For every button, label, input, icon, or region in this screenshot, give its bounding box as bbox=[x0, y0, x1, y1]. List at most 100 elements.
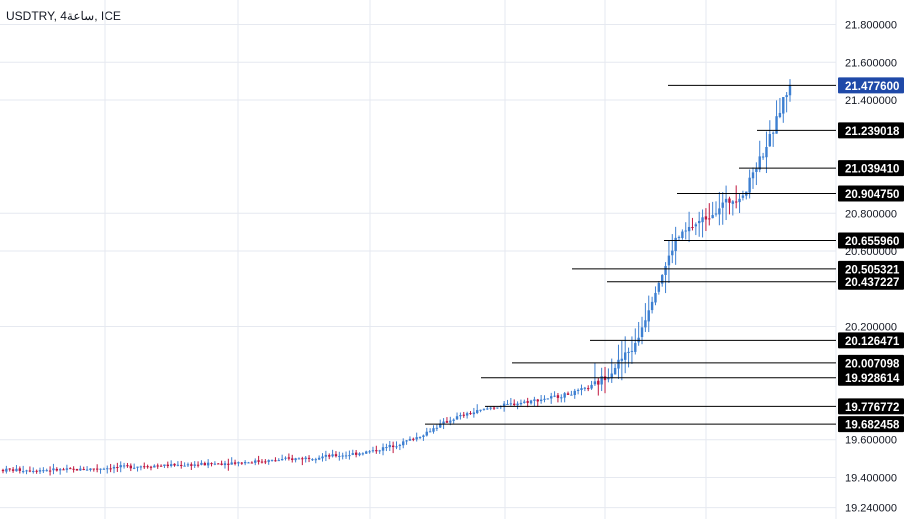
level-label-bg bbox=[838, 122, 904, 139]
candle-body bbox=[731, 201, 735, 204]
candle-body bbox=[149, 466, 153, 468]
candle-body bbox=[304, 457, 307, 460]
candle-body bbox=[388, 444, 391, 448]
candle-body bbox=[496, 407, 499, 409]
candle-body bbox=[563, 393, 566, 398]
candle-body bbox=[69, 468, 72, 470]
candle-body bbox=[183, 465, 186, 467]
candle-body bbox=[227, 463, 230, 465]
candle-body bbox=[775, 116, 778, 134]
candle-body bbox=[667, 255, 671, 266]
candle-body bbox=[677, 236, 681, 238]
candle-body bbox=[136, 466, 139, 468]
candle-body bbox=[196, 464, 200, 466]
candle-body bbox=[479, 409, 482, 411]
candle-body bbox=[526, 401, 529, 403]
candle-body bbox=[32, 470, 35, 472]
candle-body bbox=[25, 470, 28, 472]
level-label-bg bbox=[838, 332, 904, 349]
level-label-bg bbox=[838, 398, 904, 415]
candle-body bbox=[146, 466, 149, 468]
candle-body bbox=[348, 455, 351, 457]
candle-body bbox=[782, 97, 785, 114]
candle-body bbox=[402, 441, 405, 446]
candle-body bbox=[771, 132, 775, 134]
candle-body bbox=[38, 470, 42, 472]
candle-body bbox=[5, 468, 8, 472]
candle-body bbox=[476, 410, 479, 414]
candle-body bbox=[587, 388, 590, 390]
candle-body bbox=[247, 462, 250, 464]
candle-body bbox=[398, 444, 402, 446]
candle-body bbox=[257, 460, 260, 462]
candle-body bbox=[52, 468, 55, 471]
candle-body bbox=[8, 468, 11, 470]
candle-body bbox=[734, 201, 738, 203]
candle-body bbox=[681, 231, 684, 238]
candle-body bbox=[270, 459, 274, 461]
candle-body bbox=[455, 416, 459, 420]
candle-body bbox=[378, 450, 381, 452]
candle-body bbox=[381, 447, 385, 451]
candle-body bbox=[768, 134, 772, 147]
candle-body bbox=[432, 428, 435, 432]
candle-body bbox=[489, 407, 492, 409]
candle-body bbox=[11, 469, 15, 471]
y-tick-label: 21.400000 bbox=[845, 95, 897, 107]
candle-body bbox=[89, 468, 92, 470]
candle-body bbox=[721, 202, 724, 208]
y-tick-label: 19.600000 bbox=[845, 435, 897, 447]
candle-body bbox=[119, 465, 122, 468]
candle-body bbox=[95, 468, 99, 470]
candle-body bbox=[492, 407, 496, 409]
candle-body bbox=[79, 468, 82, 471]
candle-body bbox=[297, 458, 301, 460]
candle-body bbox=[237, 462, 240, 464]
candle-body bbox=[92, 468, 96, 470]
candle-body bbox=[206, 462, 210, 466]
candle-body bbox=[358, 453, 361, 456]
candle-body bbox=[664, 265, 667, 275]
candle-body bbox=[620, 358, 624, 361]
candle-body bbox=[102, 468, 106, 470]
candle-body bbox=[553, 395, 556, 397]
level-label: 20.126471 bbox=[845, 336, 900, 348]
level-label: 20.437227 bbox=[845, 277, 899, 289]
candle-body bbox=[331, 454, 334, 457]
candle-body bbox=[486, 408, 489, 410]
candle-body bbox=[701, 217, 704, 223]
candle-body bbox=[385, 447, 388, 449]
candle-body bbox=[741, 195, 745, 198]
candle-body bbox=[422, 435, 425, 437]
candle-body bbox=[657, 282, 661, 292]
level-label: 20.655960 bbox=[845, 236, 899, 248]
candle-body bbox=[533, 399, 536, 401]
candle-body bbox=[415, 437, 418, 440]
candle-body bbox=[230, 462, 233, 465]
y-tick-label: 20.600000 bbox=[845, 246, 897, 258]
candle-body bbox=[321, 456, 324, 459]
candle-body bbox=[758, 156, 761, 170]
candle-body bbox=[560, 397, 563, 399]
candle-body bbox=[442, 421, 445, 424]
candle-body bbox=[640, 327, 644, 338]
candle-body bbox=[570, 394, 573, 396]
candle-body bbox=[169, 464, 173, 466]
level-label-bg bbox=[838, 416, 904, 433]
candle-body bbox=[186, 464, 190, 466]
candle-body bbox=[452, 419, 455, 421]
candle-body bbox=[48, 470, 52, 472]
candle-body bbox=[751, 172, 755, 179]
candle-body bbox=[539, 399, 543, 402]
level-label: 19.776772 bbox=[845, 402, 899, 414]
candle-body bbox=[72, 468, 75, 470]
candle-body bbox=[395, 446, 398, 448]
candle-body bbox=[153, 465, 156, 468]
candle-body bbox=[307, 457, 311, 459]
candle-body bbox=[180, 464, 183, 466]
candle-body bbox=[597, 380, 600, 385]
candle-body bbox=[660, 275, 664, 284]
y-tick-label: 19.240000 bbox=[845, 503, 897, 515]
candle-body bbox=[607, 377, 610, 380]
